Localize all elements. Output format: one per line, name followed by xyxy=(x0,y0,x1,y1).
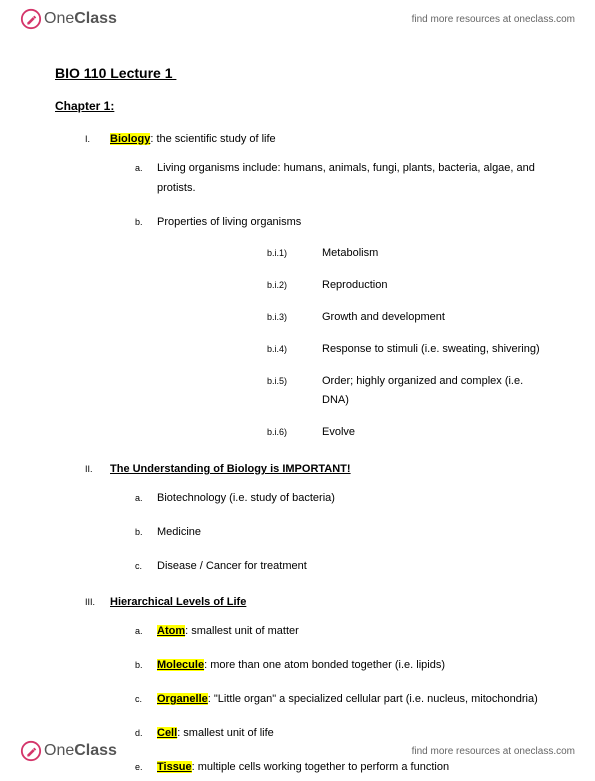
outline-marker: b.i.4) xyxy=(267,340,322,360)
highlighted-term: Molecule xyxy=(157,659,204,671)
outline-text: Reproduction xyxy=(322,276,540,296)
chapter-title: Chapter 1: xyxy=(55,99,540,113)
outline-item: a.Atom: smallest unit of matter xyxy=(135,622,540,642)
header-tagline[interactable]: find more resources at oneclass.com xyxy=(412,14,575,25)
outline-text: : more than one atom bonded together (i.… xyxy=(204,659,445,671)
brand-logo[interactable]: OneClass xyxy=(20,8,117,30)
outline-text: Medicine xyxy=(157,523,540,543)
document-content: BIO 110 Lecture 1 Chapter 1: I. Biology:… xyxy=(55,65,540,781)
highlighted-term: Biology xyxy=(110,133,150,145)
outline-marker: a. xyxy=(135,622,157,642)
brand-name: OneClass xyxy=(44,10,117,28)
section-heading: Hierarchical Levels of Life xyxy=(110,596,246,608)
brand-name-footer: OneClass xyxy=(44,742,117,760)
outline-text: Order; highly organized and complex (i.e… xyxy=(322,372,540,412)
outline-text: Living organisms include: humans, animal… xyxy=(157,159,540,199)
outline-marker: I. xyxy=(85,133,110,447)
outline-marker: a. xyxy=(135,159,157,199)
outline-item: b.i.6)Evolve xyxy=(267,423,540,443)
outline-text: Growth and development xyxy=(322,308,540,328)
outline-marker: c. xyxy=(135,690,157,710)
pencil-icon xyxy=(20,8,42,30)
outline-marker: c. xyxy=(135,557,157,577)
outline-item: b. Properties of living organisms b.i.1)… xyxy=(135,213,540,443)
outline-item: b.i.3)Growth and development xyxy=(267,308,540,328)
outline-marker: II. xyxy=(85,463,110,580)
outline-text: Properties of living organisms xyxy=(157,216,301,228)
document-title: BIO 110 Lecture 1 xyxy=(55,65,540,81)
outline-item: c.Disease / Cancer for treatment xyxy=(135,557,540,577)
outline-marker: b.i.5) xyxy=(267,372,322,412)
outline-marker: b. xyxy=(135,213,157,443)
footer-tagline[interactable]: find more resources at oneclass.com xyxy=(412,746,575,757)
outline-marker: b.i.2) xyxy=(267,276,322,296)
outline-marker: b. xyxy=(135,656,157,676)
outline-text: : "Little organ" a specialized cellular … xyxy=(208,693,538,705)
outline-marker: b.i.1) xyxy=(267,244,322,264)
outline-text: Disease / Cancer for treatment xyxy=(157,557,540,577)
pencil-icon xyxy=(20,740,42,762)
outline-text: : smallest unit of matter xyxy=(185,625,299,637)
highlighted-term: Atom xyxy=(157,625,185,637)
outline-marker: a. xyxy=(135,489,157,509)
outline-item: b.Medicine xyxy=(135,523,540,543)
outline-item: b.Molecule: more than one atom bonded to… xyxy=(135,656,540,676)
outline-marker: b.i.3) xyxy=(267,308,322,328)
highlighted-term: Organelle xyxy=(157,693,208,705)
section-heading: The Understanding of Biology is IMPORTAN… xyxy=(110,463,351,475)
outline-text: Metabolism xyxy=(322,244,540,264)
outline-text: : the scientific study of life xyxy=(150,133,275,145)
outline-item: I. Biology: the scientific study of life… xyxy=(85,133,540,447)
outline-item: a.Biotechnology (i.e. study of bacteria) xyxy=(135,489,540,509)
outline-marker: b. xyxy=(135,523,157,543)
header-bar: OneClass find more resources at oneclass… xyxy=(0,0,595,38)
outline-marker: b.i.6) xyxy=(267,423,322,443)
outline-item: II. The Understanding of Biology is IMPO… xyxy=(85,463,540,580)
outline-item: b.i.1)Metabolism xyxy=(267,244,540,264)
outline-item: a. Living organisms include: humans, ani… xyxy=(135,159,540,199)
outline-item: b.i.5)Order; highly organized and comple… xyxy=(267,372,540,412)
footer-bar: OneClass find more resources at oneclass… xyxy=(0,732,595,770)
outline-text: Biotechnology (i.e. study of bacteria) xyxy=(157,489,540,509)
outline-item: b.i.4)Response to stimuli (i.e. sweating… xyxy=(267,340,540,360)
outline-text: Evolve xyxy=(322,423,540,443)
outline-text: Response to stimuli (i.e. sweating, shiv… xyxy=(322,340,540,360)
outline-item: b.i.2)Reproduction xyxy=(267,276,540,296)
brand-logo-footer[interactable]: OneClass xyxy=(20,740,117,762)
outline-item: c.Organelle: "Little organ" a specialize… xyxy=(135,690,540,710)
